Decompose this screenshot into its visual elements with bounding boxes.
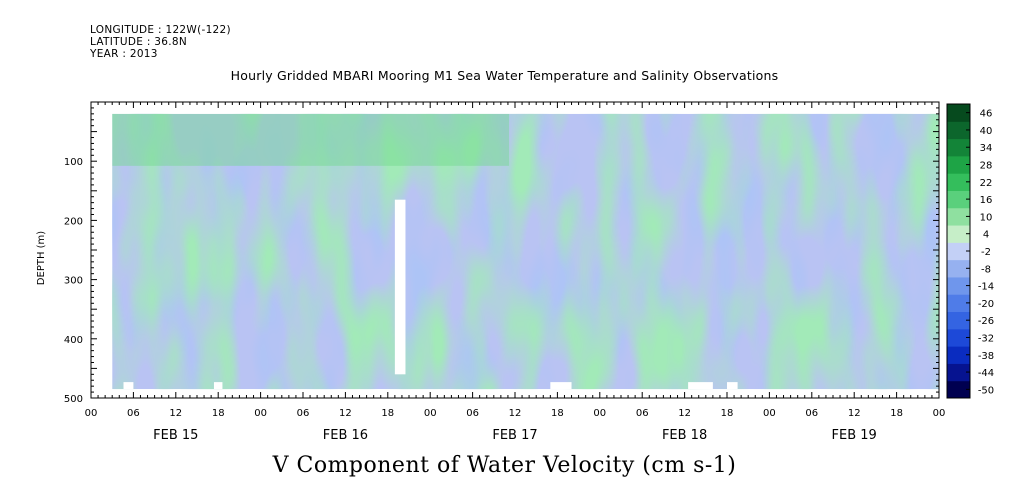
colorbar-swatch (947, 207, 970, 226)
colorbar-label: -26 (978, 316, 994, 327)
x-day-label: FEB 15 (153, 428, 198, 443)
x-tick-label: 12 (678, 408, 691, 419)
colorbar-label: -8 (981, 264, 991, 275)
y-tick-label: 100 (64, 157, 83, 168)
x-tick-label: 00 (593, 408, 606, 419)
longitude-label: LONGITUDE : 122W(-122) (90, 24, 231, 36)
colorbar-swatch (947, 294, 970, 313)
x-tick-label: 18 (721, 408, 734, 419)
field-green-pattern (112, 113, 939, 390)
colorbar-swatch (947, 363, 970, 382)
x-tick-label: 06 (636, 408, 649, 419)
y-tick-label: 500 (64, 394, 83, 405)
colorbar-swatch (947, 155, 970, 174)
missing-cell (123, 382, 134, 390)
colorbar-swatch (947, 138, 970, 157)
x-tick-label: 18 (890, 408, 903, 419)
axes: 00 06 12 18 00 06 12 18 00 06 12 18 00 06 12 18 00 06 12 18… (64, 101, 946, 443)
x-tick-label: 00 (933, 408, 946, 419)
x-tick-label: 06 (466, 408, 479, 419)
x-day-label: FEB 19 (832, 428, 877, 443)
colorbar-swatch (947, 242, 970, 261)
x-tick-label: 00 (254, 408, 267, 419)
colorbar-label: 10 (980, 212, 993, 223)
x-tick-label: 06 (127, 408, 140, 419)
data-gap (394, 199, 406, 375)
colorbar-swatch (947, 173, 970, 191)
y-axis-label: DEPTH (m) (36, 231, 47, 285)
colorbar-label: 22 (980, 178, 993, 189)
x-tick-label: 18 (212, 408, 225, 419)
x-tick-label: 12 (509, 408, 522, 419)
x-tick-label: 12 (848, 408, 861, 419)
chart-title: Hourly Gridded MBARI Mooring M1 Sea Wate… (230, 68, 779, 83)
colorbar-swatch (947, 104, 970, 122)
colorbar-swatch (947, 121, 970, 140)
x-day-label: FEB 16 (323, 428, 368, 443)
x-tick-label: 00 (424, 408, 437, 419)
colorbar: 46 40 34 28 22 16 10 4 -2 -8 -14 -20 -26 -32 -38 -44 -50 (946, 103, 994, 399)
latitude-label: LATITUDE : 36.8N (90, 36, 188, 48)
colorbar-label: 46 (980, 109, 993, 120)
colorbar-label: 40 (980, 126, 993, 137)
missing-cell (727, 382, 738, 390)
colorbar-label: 4 (983, 230, 989, 241)
colorbar-swatch (947, 190, 970, 209)
x-tick-label: 12 (169, 408, 182, 419)
colorbar-label: 16 (980, 195, 993, 206)
colorbar-swatch (947, 346, 970, 364)
colorbar-swatch (947, 328, 970, 347)
x-day-label: FEB 18 (662, 428, 707, 443)
y-tick-label: 300 (64, 276, 83, 287)
x-tick-label: 00 (763, 408, 776, 419)
year-label: YEAR : 2013 (90, 48, 158, 60)
colorbar-label: -44 (978, 368, 994, 379)
x-tick-label: 18 (551, 408, 564, 419)
x-tick-label: 00 (85, 408, 98, 419)
colorbar-label: -32 (978, 333, 994, 344)
colorbar-label: 28 (980, 161, 993, 172)
missing-cell (550, 382, 572, 390)
missing-cell (213, 382, 223, 390)
x-tick-label: 18 (381, 408, 394, 419)
colorbar-label: -14 (978, 282, 994, 293)
colorbar-label: -20 (978, 299, 994, 310)
y-tick-label: 400 (64, 335, 83, 346)
colorbar-swatch (947, 380, 970, 399)
x-tick-label: 06 (297, 408, 310, 419)
colorbar-label: -2 (981, 247, 991, 258)
colorbar-label: -50 (978, 385, 994, 396)
colorbar-swatch (947, 225, 970, 243)
colorbar-label: -38 (978, 351, 994, 362)
x-day-label: FEB 17 (492, 428, 537, 443)
x-tick-label: 12 (339, 408, 352, 419)
y-tick-label: 200 (64, 216, 83, 227)
missing-cell (688, 382, 713, 390)
surface-band (112, 113, 510, 166)
colorbar-swatch (947, 311, 970, 330)
colorbar-label: 34 (980, 143, 993, 154)
x-tick-label: 06 (805, 408, 818, 419)
velocity-field (112, 113, 939, 390)
plot-area (112, 113, 939, 390)
colorbar-swatch (947, 259, 970, 278)
colorbar-swatch (947, 276, 970, 295)
variable-title: V Component of Water Velocity (cm s-1) (272, 453, 737, 478)
